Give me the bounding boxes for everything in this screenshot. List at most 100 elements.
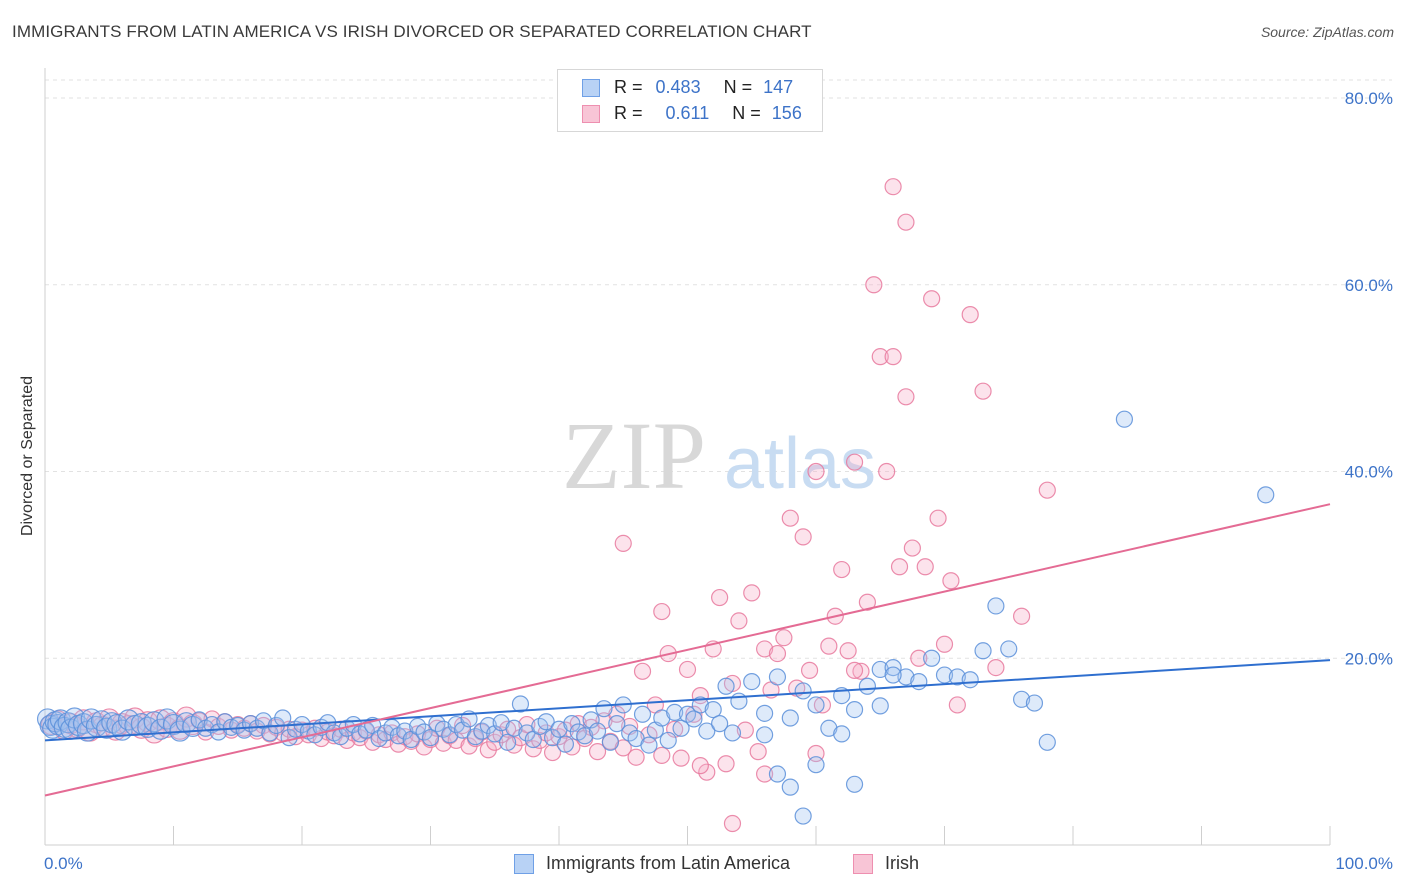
legend-n-value: 147 — [763, 77, 794, 97]
latin-america-point — [1257, 486, 1275, 504]
latin-america-point — [499, 733, 517, 751]
legend-r-label: R = — [614, 103, 643, 123]
irish-point — [749, 743, 767, 761]
irish-point — [871, 348, 889, 366]
latin-america-point — [755, 726, 774, 744]
series-swatch-pink — [853, 854, 873, 874]
irish-point — [653, 746, 671, 764]
y-tick-label: 80.0% — [1345, 89, 1393, 108]
latin-america-point — [807, 756, 825, 774]
irish-point — [903, 539, 921, 557]
irish-point — [910, 649, 928, 667]
irish-point — [800, 661, 819, 679]
series-label: Irish — [885, 853, 920, 873]
series-label: Immigrants from Latin America — [546, 853, 791, 873]
irish-point — [807, 462, 825, 481]
y-tick-label: 60.0% — [1345, 276, 1393, 295]
latin-america-point — [884, 666, 902, 684]
irish-point — [839, 642, 857, 660]
latin-america-point — [781, 778, 799, 796]
irish-point — [755, 640, 774, 658]
irish-point — [633, 662, 652, 680]
irish-point — [1012, 607, 1031, 625]
legend-n-label: N = — [723, 77, 753, 97]
latin-america-point — [987, 597, 1005, 615]
irish-point — [685, 705, 703, 723]
irish-point — [884, 348, 902, 366]
irish-point — [698, 763, 716, 781]
irish-point — [717, 755, 735, 773]
irish-point — [1038, 481, 1056, 499]
irish-point — [845, 453, 864, 471]
latin-america-point — [1115, 410, 1134, 428]
latin-america-point — [685, 710, 703, 728]
latin-america-point — [935, 666, 954, 684]
latin-america-point — [511, 695, 530, 713]
irish-point — [852, 662, 870, 680]
latin-america-point — [910, 672, 928, 691]
irish-point — [833, 560, 851, 579]
correlation-legend: R = 0.483 N = 147 R = 0.611 N = 156 — [557, 69, 823, 132]
irish-point — [884, 178, 902, 196]
watermark-zip: ZIP — [562, 402, 706, 509]
latin-america-point — [537, 713, 555, 731]
irish-point — [711, 588, 729, 607]
latin-america-point — [666, 703, 684, 722]
irish-point — [794, 528, 812, 546]
irish-point — [730, 612, 748, 630]
latin-america-point — [794, 807, 812, 825]
latin-america-point — [691, 696, 709, 714]
irish-point — [974, 382, 992, 400]
latin-america-point — [640, 736, 658, 754]
y-tick-label: 20.0% — [1345, 649, 1393, 668]
latin-america-point — [698, 722, 716, 740]
legend-n-label: N = — [732, 103, 761, 123]
latin-america-point — [730, 692, 748, 710]
watermark: ZIP atlas — [562, 402, 876, 509]
latin-america-trend-line — [44, 659, 1331, 742]
irish-point — [820, 637, 838, 655]
source-note: Source: ZipAtlas.com — [1260, 24, 1394, 40]
latin-america-point — [807, 696, 825, 714]
latin-america-point — [1012, 690, 1031, 708]
y-tick-label: 40.0% — [1345, 463, 1393, 482]
axes — [44, 68, 1331, 846]
irish-point — [543, 743, 562, 762]
irish-point — [775, 629, 793, 647]
irish-point — [691, 757, 709, 775]
watermark-atlas: atlas — [724, 424, 876, 504]
latin-america-point — [608, 715, 626, 733]
latin-america-point — [209, 723, 228, 741]
x-tick-label: 100.0% — [1335, 854, 1393, 873]
latin-america-point — [1025, 694, 1044, 712]
latin-america-point — [1038, 733, 1056, 751]
latin-america-point — [755, 704, 774, 722]
legend-swatch-pink — [582, 105, 600, 123]
irish-point — [614, 534, 632, 552]
irish-point — [961, 306, 979, 324]
irish-point — [923, 290, 941, 308]
irish-point — [897, 213, 915, 231]
latin-america-point — [633, 705, 652, 723]
irish-point — [865, 276, 883, 294]
latin-america-point — [871, 697, 889, 715]
irish-point — [916, 558, 934, 576]
latin-america-point — [601, 733, 620, 751]
latin-america-point — [576, 727, 594, 745]
irish-point — [678, 660, 697, 679]
latin-america-point — [794, 682, 812, 700]
latin-america-point — [743, 672, 761, 691]
latin-america-point — [723, 724, 742, 742]
latin-america-point — [711, 715, 729, 733]
latin-america-point — [556, 735, 575, 753]
irish-point — [935, 635, 954, 653]
irish-point — [454, 716, 472, 735]
latin-america-point — [833, 725, 851, 743]
trend-lines — [44, 503, 1331, 797]
irish-point — [743, 584, 761, 602]
irish-point — [942, 572, 960, 590]
legend-r-label: R = — [614, 77, 643, 97]
irish-point — [858, 593, 877, 611]
grid-lines — [45, 79, 1392, 659]
